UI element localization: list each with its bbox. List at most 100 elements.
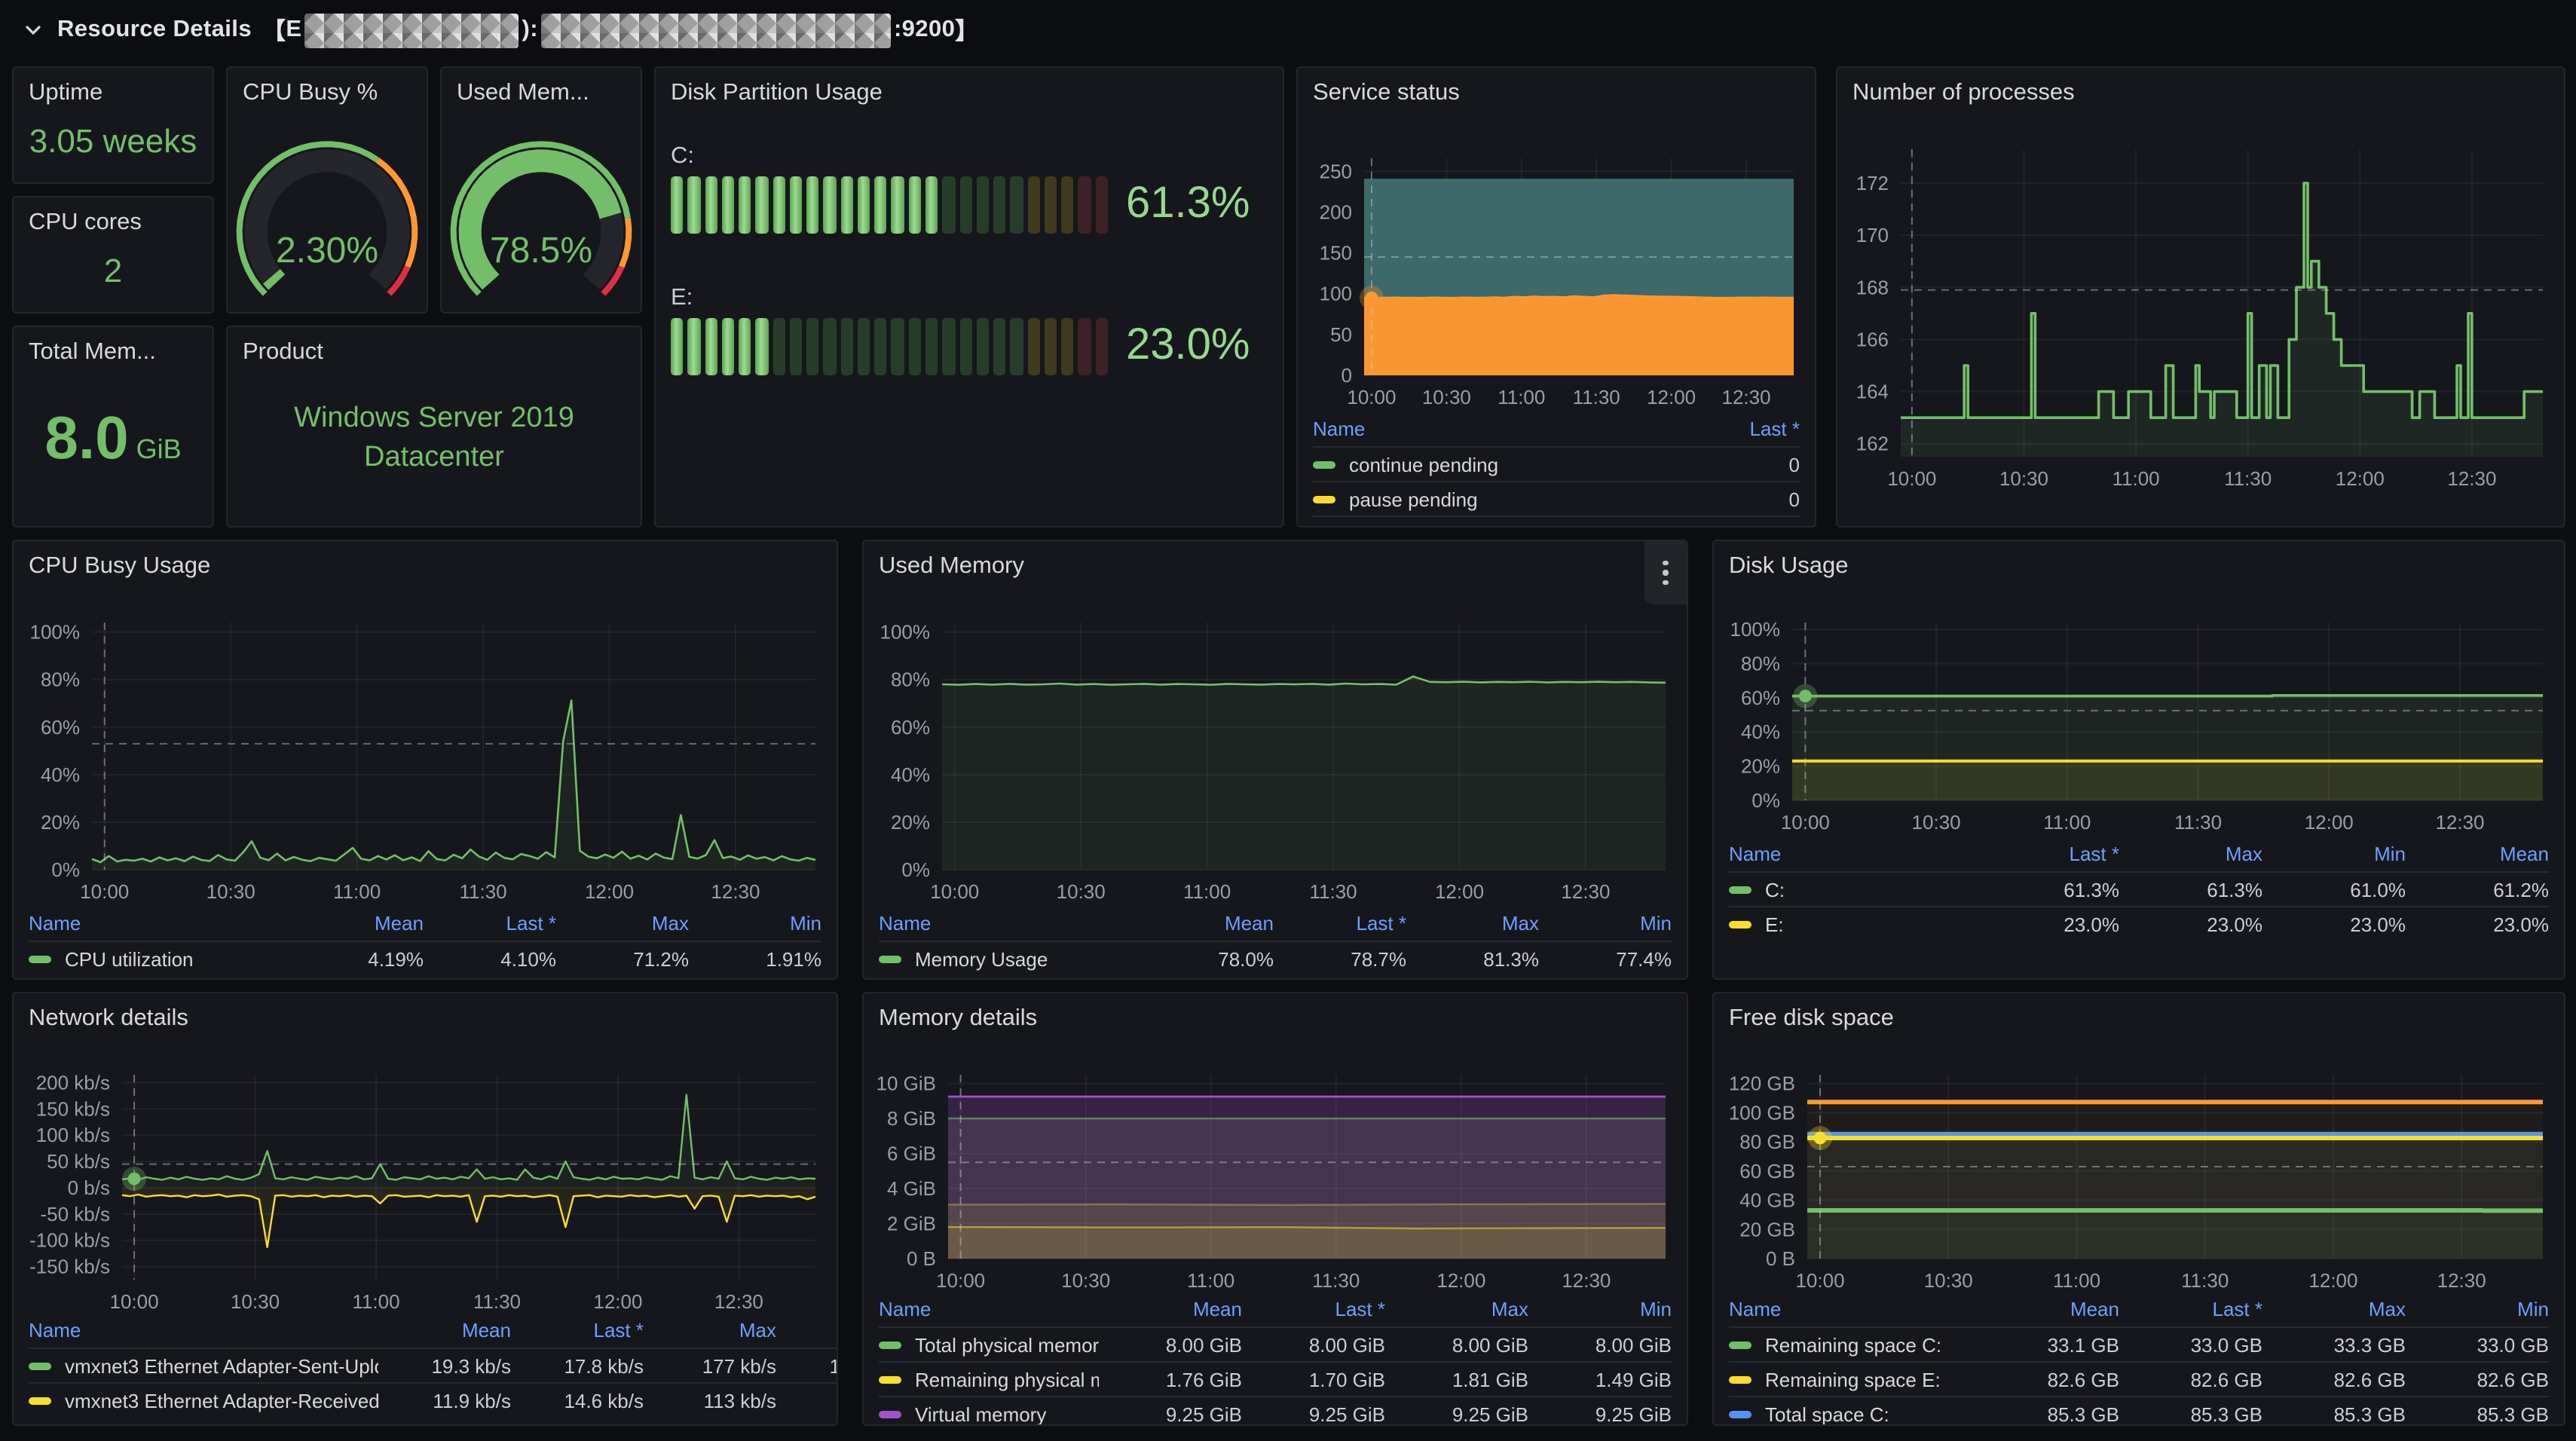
row-title[interactable]: Resource Details 【 E ): :9200 】 [57,13,979,47]
legend-series-name[interactable]: Total space C: [1729,1403,1976,1424]
legend-row[interactable]: Memory Usage 78.0% 78.7% 81.3% 77.4% [879,941,1672,975]
panel-title[interactable]: Uptime [29,80,103,106]
disk-usage-chart[interactable]: 0% 20% 40% 60% 80% 100% 10:00 10:30 11:00 11:30 12… [1726,616,2552,837]
panel-title[interactable]: CPU cores [29,210,142,235]
legend-series-name[interactable]: Total physical memory [879,1333,1099,1356]
legend-header-last[interactable]: Last * [593,1319,644,1342]
panel-title[interactable]: Total Mem... [29,339,156,365]
led-cell [705,318,717,375]
legend-header-mean[interactable]: Mean [2499,843,2549,865]
used-memory-chart[interactable]: 0% 20% 40% 60% 80% 100% 10:00 10:30 11:00 11:30 12… [876,616,1675,906]
panel-title[interactable]: Product [243,339,323,365]
legend-header-min[interactable]: Min [2374,843,2406,865]
memory-details-chart[interactable]: 0 B 2 GiB 4 GiB 6 GiB 8 GiB 10 GiB 10:00 10:30 1… [876,1069,1675,1295]
legend-series-name[interactable]: paused [1313,522,1694,526]
legend-header-mean[interactable]: Mean [1224,912,1274,935]
legend-row[interactable]: E: 23.0% 23.0% 23.0% 23.0% [1729,906,2549,941]
legend-series-name[interactable]: vmxnet3 Ethernet Adapter-Received-Downlo… [29,1389,378,1412]
legend-header-name[interactable]: Name [879,1298,932,1320]
legend-header-min[interactable]: Min [790,912,821,935]
series-area-Memory Usage [942,676,1666,870]
legend-series-name[interactable]: continue pending [1313,453,1694,476]
legend-header-max[interactable]: Max [739,1319,776,1342]
legend-row[interactable]: pause pending 0 [1313,481,1800,516]
stat-value: Windows Server 2019 Datacenter [294,402,574,473]
legend-value: 17.8 kb/s [564,1354,644,1377]
panel-menu-kebab-icon[interactable] [1644,541,1687,604]
legend-header-min[interactable]: Min [2517,1298,2549,1320]
legend-series-name[interactable]: Remaining space C: [1729,1333,1976,1356]
legend-header-name[interactable]: Name [29,912,81,935]
panel-title[interactable]: CPU Busy % [243,80,378,106]
used-mem-gauge [446,125,636,303]
chevron-down-icon[interactable] [24,21,42,39]
legend-header-min[interactable]: Min [1640,1298,1672,1320]
legend-header-max[interactable]: Max [1491,1298,1528,1320]
legend-header-name[interactable]: Name [1729,1298,1782,1320]
legend-header-min[interactable]: Min [776,1319,837,1342]
processes-chart[interactable]: 162 164 166 168 170 172 10:00 10:30 11:00 11:30 12… [1849,143,2552,493]
panel-title[interactable]: Service status [1313,80,1460,106]
legend-header-last[interactable]: Last * [1749,418,1800,440]
legend-row[interactable]: Total physical memory 8.00 GiB 8.00 GiB 8.0… [879,1326,1672,1361]
panel-title[interactable]: Memory details [879,1005,1038,1031]
legend-row[interactable]: Remaining physical memory 1.76 GiB 1.70 Gi… [879,1361,1672,1396]
legend-series-name[interactable]: Remaining space E: [1729,1368,1976,1391]
legend-header-max[interactable]: Max [651,912,689,935]
cpu-busy-usage-chart[interactable]: 0% 20% 40% 60% 80% 100% 10:00 10:30 11:00 11:30 12… [26,616,825,906]
legend-series-name[interactable]: CPU utilization [29,947,291,970]
panel-title[interactable]: Disk Partition Usage [671,80,883,106]
legend-value: 11.9 kb/s [433,1389,511,1412]
led-cell [1027,176,1040,234]
legend-row[interactable]: Remaining space E: 82.6 GB 82.6 GB 82.6 GB 8… [1729,1361,2549,1396]
panel-title[interactable]: Used Mem... [457,80,589,106]
legend-row[interactable]: C: 61.3% 61.3% 61.0% 61.2% [1729,871,2549,906]
panel-title[interactable]: Free disk space [1729,1005,1894,1031]
legend-header-last[interactable]: Last * [2069,843,2120,865]
panel-title[interactable]: Network details [29,1005,188,1031]
legend-series-name[interactable]: vmxnet3 Ethernet Adapter-Sent-Upload [29,1354,378,1377]
legend-row[interactable]: CPU utilization 4.19% 4.10% 71.2% 1.91% [29,941,821,975]
legend-header-name[interactable]: Name [29,1319,81,1342]
service-status-chart[interactable]: 0 50 100 150 200 250 10:00 10:30 11:00 11:30 12:00… [1310,152,1803,411]
x-axis-tick: 10:00 [80,880,129,903]
panel-title[interactable]: Used Memory [879,553,1024,579]
panel-title[interactable]: Disk Usage [1729,553,1849,579]
legend-header-last[interactable]: Last * [506,912,557,935]
led-cell [1010,318,1023,375]
legend-header-max[interactable]: Max [2368,1298,2406,1320]
legend-row[interactable]: vmxnet3 Ethernet Adapter-Sent-Upload 19.3… [29,1348,837,1382]
legend-header-mean[interactable]: Mean [461,1319,511,1342]
legend-header-min[interactable]: Min [1640,912,1672,935]
legend-row[interactable]: Total space C: 85.3 GB 85.3 GB 85.3 GB 85.3 … [1729,1396,2549,1424]
panel-title[interactable]: Number of processes [1852,80,2075,106]
legend-header-max[interactable]: Max [2225,843,2262,865]
legend-header-mean[interactable]: Mean [374,912,424,935]
legend-header-name[interactable]: Name [879,912,932,935]
legend-row[interactable]: vmxnet3 Ethernet Adapter-Received-Downlo… [29,1382,837,1417]
free-disk-space-chart[interactable]: 0 B 20 GB 40 GB 60 GB 80 GB 100 GB 120 GB 10:00… [1726,1069,2552,1295]
legend-row[interactable]: Virtual memory 9.25 GiB 9.25 GiB 9.25 GiB 9.… [879,1396,1672,1424]
legend-header-last[interactable]: Last * [1356,912,1407,935]
legend-header-mean[interactable]: Mean [1192,1298,1242,1320]
legend-series-name[interactable]: Memory Usage [879,947,1141,970]
legend-header-last[interactable]: Last * [2212,1298,2263,1320]
legend-header-name[interactable]: Name [1729,843,1782,865]
series-line-Remaining physical memory [947,1225,1666,1230]
legend-series-name[interactable]: pause pending [1313,488,1694,510]
y-axis-tick: 6 GiB [887,1143,936,1165]
legend-series-name[interactable]: Virtual memory [879,1403,1099,1424]
led-cell [755,318,769,375]
network-details-chart[interactable]: -150 kb/s -100 kb/s -50 kb/s 0 b/s 50 kb/s 10… [26,1069,825,1316]
panel-title[interactable]: CPU Busy Usage [29,553,211,579]
legend-header-name[interactable]: Name [1313,418,1366,440]
legend-series-name[interactable]: C: [1729,878,1976,901]
legend-series-name[interactable]: Remaining physical memory [879,1368,1099,1391]
legend-header-last[interactable]: Last * [1335,1298,1386,1320]
legend-header-mean[interactable]: Mean [2070,1298,2119,1320]
legend-header-max[interactable]: Max [1501,912,1539,935]
legend-series-name[interactable]: E: [1729,913,1976,935]
legend-row[interactable]: continue pending 0 [1313,446,1800,481]
legend-row[interactable]: Remaining space C: 33.1 GB 33.0 GB 33.3 GB 3… [1729,1326,2549,1361]
legend-row[interactable]: paused 0 [1313,516,1800,526]
